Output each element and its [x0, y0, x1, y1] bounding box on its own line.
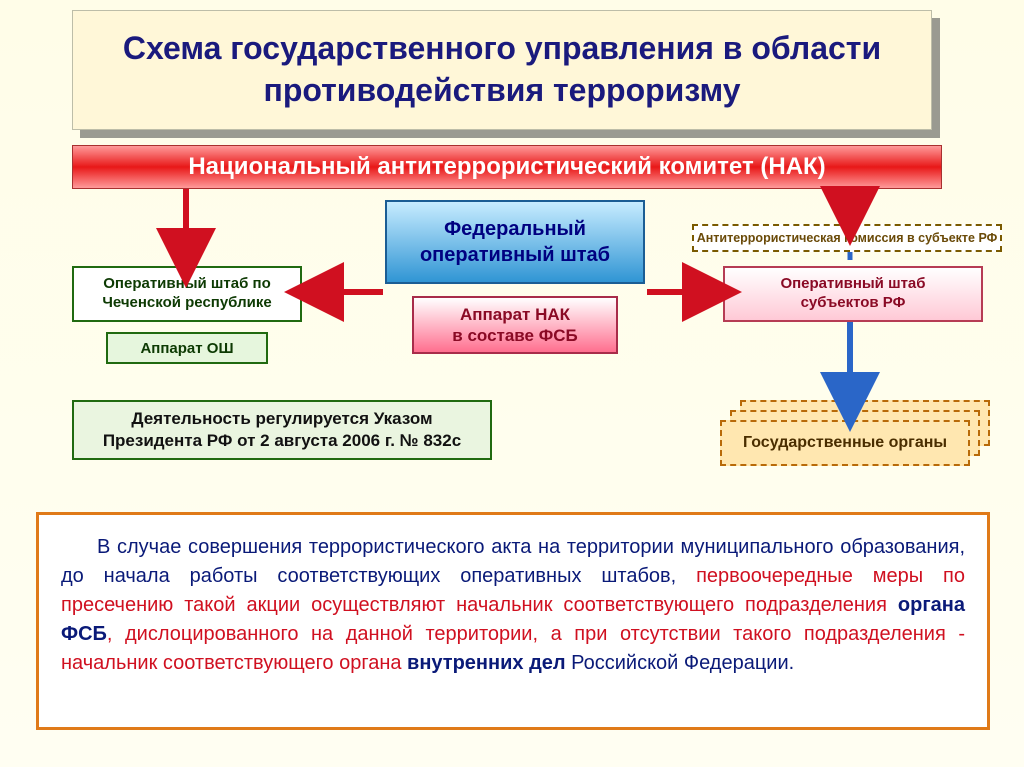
bottom-t3: Российской Федерации. [566, 652, 795, 674]
federal-staff-box: Федеральный оперативный штаб [385, 200, 645, 284]
oper-subj-line1: Оперативный штаб [780, 275, 925, 294]
bottom-text-box: В случае совершения террористического ак… [36, 512, 990, 730]
decree-box: Деятельность регулируется Указом Президе… [72, 400, 492, 460]
apparat-osh-box: Аппарат ОШ [106, 332, 268, 364]
title-text: Схема государственного управления в обла… [72, 10, 932, 130]
oper-subj-line2: субъектов РФ [780, 294, 925, 313]
gov-organs-label: Государственные органы [743, 434, 947, 452]
chechen-staff-label: Оперативный штаб по Чеченской республике [74, 275, 300, 313]
apparat-nak-box: Аппарат НАК в составе ФСБ [412, 296, 618, 354]
oper-subj-box: Оперативный штаб субъектов РФ [723, 266, 983, 322]
federal-staff-label: Федеральный оперативный штаб [387, 216, 643, 268]
apparat-nak-line1: Аппарат НАК [452, 304, 577, 325]
chechen-staff-box: Оперативный штаб по Чеченской республике [72, 266, 302, 322]
nak-banner: Национальный антитеррористический комите… [72, 145, 942, 189]
gov-organs-layer1: Государственные органы [720, 420, 970, 466]
title-block: Схема государственного управления в обла… [72, 10, 932, 130]
gov-organs-stack: Государственные органы [720, 400, 990, 466]
bottom-b2: внутренних дел [402, 652, 566, 674]
apparat-nak-line2: в составе ФСБ [452, 325, 577, 346]
commission-box: Антитеррористическая комиссия в субъекте… [692, 224, 1002, 252]
